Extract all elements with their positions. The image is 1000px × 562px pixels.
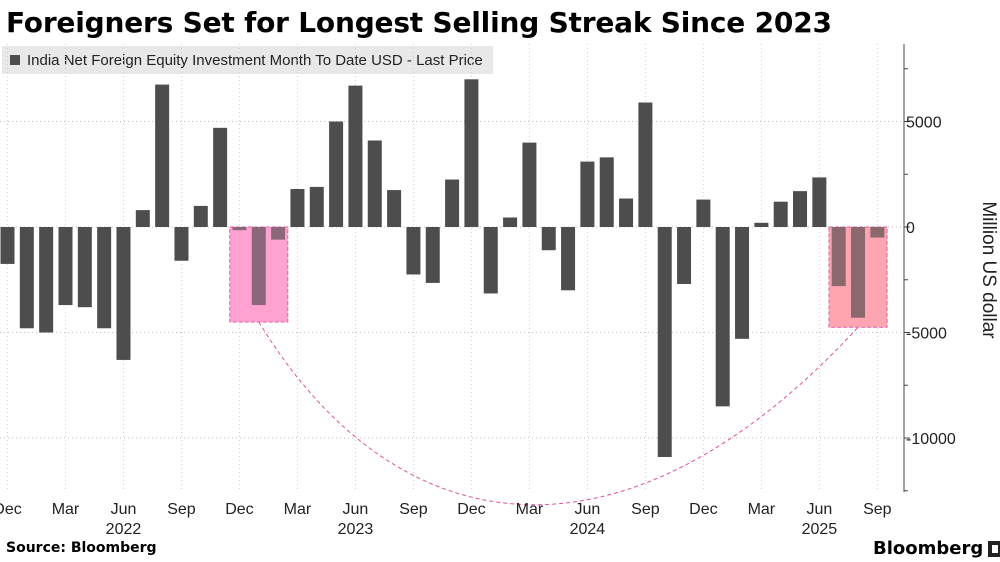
x-tick-label: Mar: [52, 501, 80, 518]
bar-aug-2022: [155, 84, 170, 227]
bar-apr-2023: [309, 186, 324, 227]
bar-dec-2022: [232, 227, 247, 231]
x-tick-label: Sep: [631, 501, 660, 518]
x-year-label: 2023: [338, 521, 374, 538]
bar-jan-2022: [19, 227, 34, 329]
y-axis-label: Million US dollar: [978, 201, 999, 339]
bar-may-2023: [329, 121, 344, 227]
highlight-2023-streak: [229, 226, 289, 323]
x-tick-label: Jun: [575, 501, 601, 518]
bar-feb-2023: [271, 227, 286, 240]
bar-aug-2024: [619, 198, 634, 227]
bar-may-2024: [561, 227, 576, 291]
bar-may-2022: [97, 227, 112, 329]
bar-oct-2023: [425, 227, 440, 283]
bar-aug-2025: [851, 227, 866, 318]
legend-label: India Net Foreign Equity Investment Mont…: [27, 51, 483, 69]
legend: India Net Foreign Equity Investment Mont…: [2, 46, 493, 74]
bar-apr-2025: [773, 201, 788, 227]
x-year-label: 2022: [106, 521, 142, 538]
bar-sep-2025: [870, 227, 885, 238]
bar-dec-2024: [696, 199, 711, 227]
bar-may-2025: [793, 191, 808, 227]
x-tick-label: Mar: [284, 501, 312, 518]
bloomberg-logo: Bloomberg: [873, 538, 1000, 559]
bar-sep-2022: [174, 227, 189, 261]
x-tick-label: Mar: [748, 501, 776, 518]
y-tick-label: -5000: [906, 326, 947, 343]
bar-jul-2023: [367, 140, 382, 227]
bar-nov-2022: [213, 127, 228, 227]
bar-oct-2024: [657, 227, 672, 457]
bar-jun-2023: [348, 85, 363, 227]
bar-oct-2022: [193, 205, 208, 227]
bar-jul-2024: [599, 157, 614, 227]
bar-jun-2022: [116, 227, 131, 360]
x-tick-label: Dec: [457, 501, 485, 518]
bar-apr-2024: [541, 227, 556, 251]
bar-jul-2025: [831, 227, 846, 287]
bar-mar-2025: [754, 222, 769, 227]
bar-sep-2023: [406, 227, 421, 275]
bar-jun-2024: [580, 161, 595, 227]
bar-jan-2024: [483, 227, 498, 294]
y-tick-label: -10000: [906, 431, 956, 448]
bar-sep-2024: [638, 102, 653, 227]
bar-apr-2022: [77, 227, 92, 308]
x-tick-label: Dec: [689, 501, 717, 518]
x-year-label: 2024: [570, 521, 606, 538]
bar-mar-2023: [290, 189, 305, 227]
x-tick-label: Jun: [806, 501, 832, 518]
brand-name: Bloomberg: [873, 538, 984, 559]
bar-feb-2025: [735, 227, 750, 339]
x-tick-label: Jun: [111, 501, 137, 518]
bloomberg-terminal-icon: [988, 540, 1000, 557]
source-label: Source: Bloomberg: [6, 540, 157, 556]
bar-nov-2023: [445, 179, 460, 227]
x-tick-label: Sep: [863, 501, 892, 518]
highlight-2025-streak-overlay: [829, 227, 888, 328]
chart-title: Foreigners Set for Longest Selling Strea…: [6, 6, 832, 39]
bar-jun-2025: [812, 177, 827, 227]
bar-dec-2023: [464, 79, 479, 227]
bar-feb-2022: [39, 227, 54, 333]
x-tick-label: Sep: [167, 501, 196, 518]
x-tick-label: Jun: [343, 501, 369, 518]
bar-jan-2023: [251, 227, 266, 306]
x-tick-label: Mar: [516, 501, 544, 518]
annotation-arc: [258, 321, 859, 506]
x-tick-label: Sep: [399, 501, 428, 518]
bar-mar-2022: [58, 227, 73, 306]
bar-aug-2023: [387, 190, 402, 227]
bar-jul-2022: [135, 210, 150, 227]
x-year-label: 2025: [802, 521, 838, 538]
x-tick-label: Dec: [225, 501, 253, 518]
legend-swatch: [10, 55, 20, 65]
y-tick-label: 5000: [906, 115, 942, 132]
y-tick-label: 0: [906, 220, 915, 237]
x-tick-label: Dec: [0, 501, 22, 518]
highlight-2023-streak-overlay: [229, 227, 288, 322]
bar-jan-2025: [715, 227, 730, 407]
bar-dec-2021: [0, 227, 15, 264]
bar-nov-2024: [677, 227, 692, 284]
bar-feb-2024: [503, 217, 518, 227]
bar-mar-2024: [522, 142, 537, 227]
highlight-2025-streak: [828, 226, 888, 328]
